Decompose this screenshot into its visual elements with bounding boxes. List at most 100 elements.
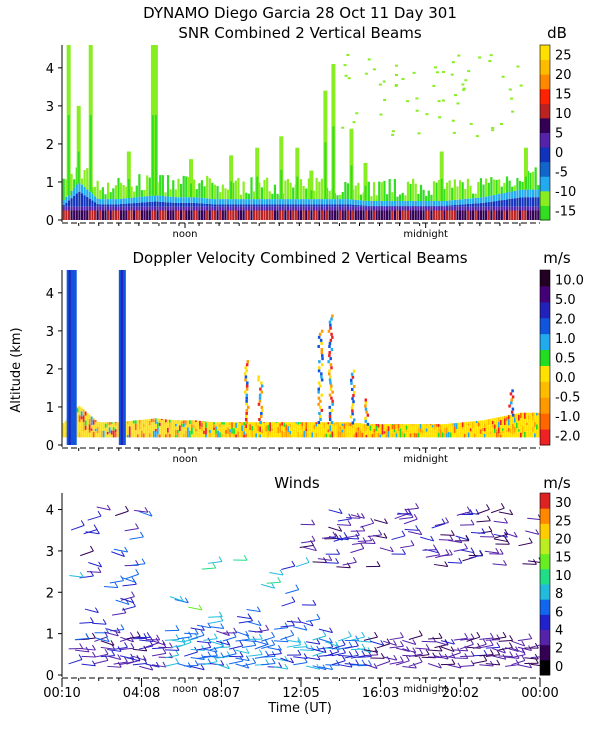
snr-cell [404,200,407,206]
snr-cell [122,185,125,199]
snr-cell [213,204,217,207]
snr-cell [161,195,164,202]
vel-cell [435,424,438,427]
wind-barb-feather [445,548,450,555]
vel-cell [307,422,310,425]
wind-barb-feather [528,633,533,639]
wind-barb [485,646,500,649]
vel-cell [345,425,348,432]
vel-colorbar-tick-label: 10.0 [555,274,584,289]
wind-barb [177,641,192,648]
vel-cell [399,428,402,431]
vel-cell [515,432,518,438]
snr-cell [78,182,81,192]
vel-cell [405,432,408,438]
snr-cell [159,206,162,211]
wind-barb-feather [130,653,135,660]
vel-cell [98,428,101,434]
vel-cell [407,424,410,426]
snr-cell [247,193,250,200]
snr-cell [70,190,73,199]
vel-cell [243,431,245,435]
snr-cell [276,210,279,220]
vel-cell [211,425,213,430]
vel-cell [116,422,119,427]
snr-cell [378,210,381,220]
vel-cell [187,420,189,424]
vel-colorbar-swatch [540,270,550,287]
vel-plume [320,393,323,397]
vel-cell [487,419,490,425]
snr-cell [464,206,467,211]
vel-cell [283,422,286,424]
vel-cell [519,432,522,438]
wind-colorbar-swatch [540,508,550,524]
vel-cell [235,434,237,438]
snr-cell [443,206,446,211]
vel-cell [339,426,342,430]
snr-cell [279,206,282,211]
wind-barb-feather [80,520,85,526]
vel-cell [283,431,286,438]
vel-cell [80,416,83,420]
snr-cell [159,195,162,202]
vel-cell [275,431,278,438]
vel-cell [313,422,316,425]
snr-cell [200,203,204,207]
wind-barb-feather [341,639,346,646]
wind-barb-feather [290,629,295,636]
snr-speck [401,77,405,80]
vel-cell [309,422,312,424]
wind-barb-feather [441,518,446,525]
vel-cell [457,431,460,438]
wind-barb [246,608,261,613]
wind-barb [376,643,391,649]
snr-cell [70,198,73,207]
wind-barb-feather [470,547,475,553]
snr-speck [394,74,398,77]
vel-plume [246,381,249,385]
snr-cell [388,206,391,211]
snr-cell [362,206,365,211]
wind-barb [433,563,448,568]
wind-barb-feather [200,664,205,671]
snr-cell [263,204,266,207]
vel-cell [152,430,155,438]
vel-cell [337,422,340,425]
snr-cell [125,210,128,220]
vel-cell [273,430,276,435]
vel-cell [78,427,81,430]
snr-speck [454,94,458,97]
wind-barb [312,665,327,671]
wind-colorbar-tick-label: 4 [555,624,563,639]
vel-cell [82,421,85,427]
snr-cell [339,204,342,207]
vel-cell [110,422,113,425]
snr-cell [372,182,376,201]
vel-cell [189,420,191,425]
wind-barb-feather [258,649,263,655]
wind-barb-feather [328,637,333,644]
vel-cell [325,424,328,427]
snr-cell [435,210,438,220]
vel-cell [301,433,304,438]
vel-cell [495,429,498,432]
vel-cell [299,429,302,432]
snr-cell [396,200,399,206]
snr-cell [190,210,193,220]
snr-cell [281,199,284,205]
snr-speck [491,126,495,129]
vel-cell [507,419,510,426]
vel-cell [523,431,526,438]
wind-barb [435,553,449,559]
vel-cell [517,431,520,435]
snr-cell [114,199,118,205]
snr-cell [117,206,120,211]
wind-barb-feather [360,543,365,549]
wind-barb-feather [348,661,353,668]
wind-barb [70,524,85,531]
vel-cell [463,428,466,434]
snr-cell [114,204,118,207]
snr-cell [503,210,506,220]
vel-cell [189,430,191,438]
